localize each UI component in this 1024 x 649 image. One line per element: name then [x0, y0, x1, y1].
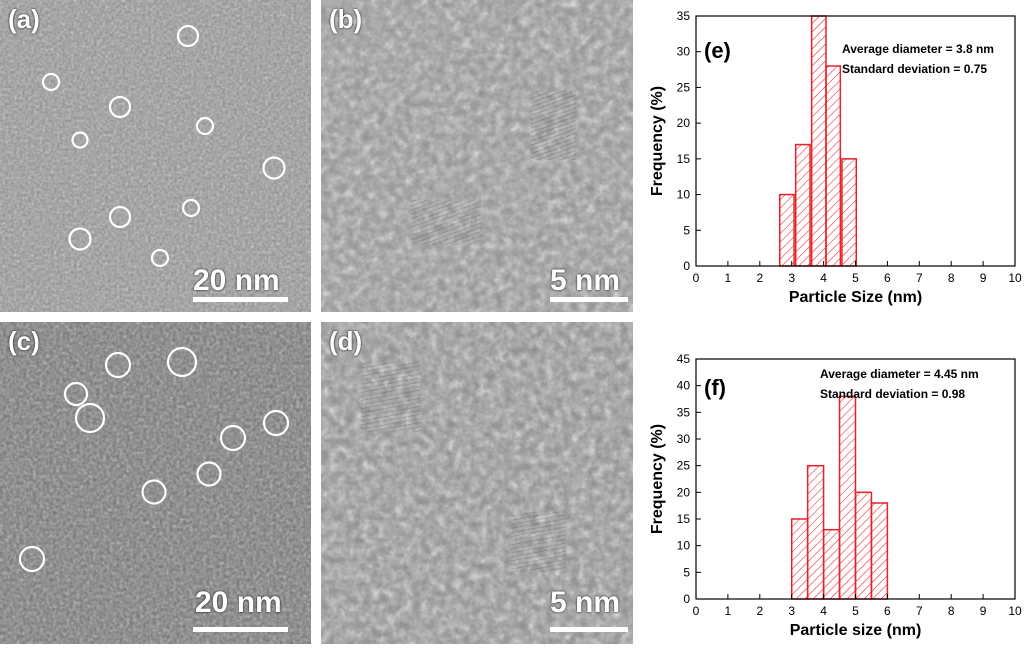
histogram-bar [778, 193, 795, 267]
scale-bar-b [550, 297, 628, 302]
scale-bar-c [193, 627, 288, 632]
chart-annotation: Standard deviation = 0.98 [820, 387, 965, 401]
tem-texture-b [321, 0, 633, 312]
scale-text-b: 5 nm [550, 264, 621, 297]
x-tick-label: 1 [725, 604, 732, 618]
panel-label-b: (b) [329, 4, 363, 34]
histogram-bar [841, 158, 858, 267]
x-tick-label: 9 [980, 271, 987, 285]
x-tick-label: 7 [916, 604, 923, 618]
histogram-bar [806, 464, 825, 600]
histogram-e: 0 1 2 3 4 5 6 7 8 9 10 0 5 10 15 20 25 30 35 Particle Size … [640, 0, 1024, 320]
x-tick-label: 5 [852, 271, 859, 285]
x-tick-label: 9 [980, 604, 987, 618]
x-tick-label: 4 [820, 271, 827, 285]
y-tick-label: 15 [677, 512, 691, 526]
x-tick-label: 7 [916, 271, 923, 285]
y-tick-label: 40 [677, 379, 691, 393]
scale-text-a: 20 nm [193, 264, 280, 297]
tem-image-a: (a) 20 nm [0, 0, 311, 312]
histogram-bar [838, 395, 857, 600]
y-tick-label: 15 [677, 152, 691, 166]
histogram-bar [810, 15, 827, 267]
scale-text-c: 20 nm [195, 586, 282, 619]
y-tick-label: 35 [677, 405, 691, 419]
y-tick-label: 35 [677, 9, 691, 23]
chart-panel-label: (e) [704, 38, 731, 63]
x-tick-label: 6 [884, 604, 891, 618]
scale-bar-a [193, 297, 288, 302]
x-tick-label: 2 [756, 604, 763, 618]
y-tick-label: 25 [677, 459, 691, 473]
y-tick-label: 5 [683, 565, 690, 579]
tem-image-c: (c) 20 nm [0, 322, 311, 644]
histogram-bar [822, 528, 841, 600]
x-tick-label: 8 [948, 271, 955, 285]
y-tick-label: 25 [677, 80, 691, 94]
y-tick-label: 5 [683, 223, 690, 237]
tem-texture-d [321, 322, 633, 644]
y-tick-label: 0 [683, 259, 690, 273]
panel-label-d: (d) [329, 326, 363, 356]
y-tick-label: 20 [677, 485, 691, 499]
histogram-bar [790, 518, 809, 600]
chart-annotation: Standard deviation = 0.75 [842, 62, 987, 76]
scale-text-d: 5 nm [550, 586, 621, 619]
tem-texture-a [0, 0, 311, 312]
x-tick-label: 1 [725, 271, 732, 285]
x-tick-label: 10 [1008, 271, 1022, 285]
chart-panel-label: (f) [704, 375, 726, 400]
histogram-bar [854, 491, 873, 600]
chart-annotation: Average diameter = 3.8 nm [842, 42, 994, 56]
tem-image-d: (d) 5 nm [321, 322, 633, 644]
panel-label-c: (c) [8, 326, 40, 356]
y-axis-label: Frequency (%) [649, 424, 666, 534]
panel-label-a: (a) [8, 4, 40, 34]
y-tick-label: 30 [677, 432, 691, 446]
y-tick-label: 10 [677, 188, 691, 202]
x-tick-label: 10 [1008, 604, 1022, 618]
particle-circles-c [18, 346, 290, 573]
x-axis-label: Particle Size (nm) [789, 289, 922, 306]
histogram-bar [870, 502, 889, 600]
histogram-bar [825, 65, 842, 267]
particle-circles-a [41, 24, 286, 268]
y-tick-label: 45 [677, 352, 691, 366]
y-tick-label: 0 [683, 592, 690, 606]
y-tick-label: 20 [677, 116, 691, 130]
tem-texture-c [0, 322, 311, 644]
x-tick-label: 8 [948, 604, 955, 618]
x-tick-label: 0 [693, 604, 700, 618]
chart-annotation: Average diameter = 4.45 nm [820, 367, 979, 381]
x-tick-label: 2 [756, 271, 763, 285]
tem-image-b: (b) 5 nm [321, 0, 633, 312]
x-tick-label: 6 [884, 271, 891, 285]
y-axis-label: Frequency (%) [649, 86, 666, 196]
y-tick-label: 10 [677, 539, 691, 553]
scale-bar-d [550, 627, 628, 632]
histogram-e-svg: 0 1 2 3 4 5 6 7 8 9 10 0 5 10 15 20 25 30 35 Particle Size … [649, 9, 1022, 306]
x-tick-label: 0 [693, 271, 700, 285]
histogram-f: 0 1 2 3 4 5 6 7 8 9 10 0 5 10 15 20 25 30 35 40 45 Particle s… [640, 322, 1024, 644]
x-tick-label: 3 [788, 271, 795, 285]
x-tick-label: 3 [788, 604, 795, 618]
histogram-bar [794, 143, 811, 267]
x-axis-label: Particle size (nm) [790, 622, 922, 639]
x-tick-label: 5 [852, 604, 859, 618]
x-tick-label: 4 [820, 604, 827, 618]
y-tick-label: 30 [677, 45, 691, 59]
